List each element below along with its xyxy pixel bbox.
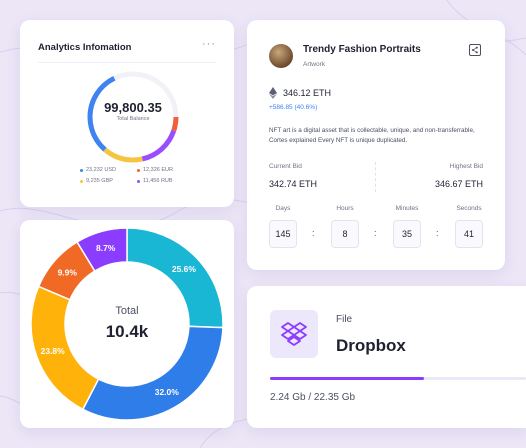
highest-bid-label: Highest Bid [449,163,483,170]
donut-slice-1[interactable] [81,325,224,421]
legend-item-eur: 12,326 EUR [137,167,173,173]
legend-label: 12,326 EUR [143,167,173,173]
ring-segment-red [87,71,179,163]
avatar[interactable] [269,44,293,68]
file-card: File Dropbox 2.24 Gb / 22.35 Gb [247,286,526,428]
timer-label-minutes: Minutes [395,205,419,212]
nft-subtitle: Artwork [303,61,326,68]
donut-slice-4[interactable] [76,227,128,273]
timer-colon: : [374,228,377,238]
timer-box-seconds: 41 [455,220,483,248]
nft-description: NFT art is a digital asset that is colle… [269,127,475,144]
donut-center-value: 10.4k [105,322,149,341]
nft-title[interactable]: Trendy Fashion Portraits [303,44,421,55]
legend-item-usd: 23,232 USD [80,167,116,173]
current-bid-label: Current Bid [269,163,302,170]
analytics-card: Analytics Infomation ··· 99,800.35 Total… [20,20,234,207]
donut-chart-card: 25.6% 32.0% 23.8% 9.9% 8.7% Total 10.4k [20,220,234,428]
donut-center-label: Total [115,305,139,317]
eth-change: +586.85 (40.6%) [269,104,318,111]
legend-item-rub: 11,456 RUB [137,178,173,184]
highest-bid-value: 346.67 ETH [434,179,483,189]
legend-dot [80,179,83,183]
balance-ring [87,71,179,163]
legend-label: 11,456 RUB [143,178,173,184]
more-dots-icon[interactable]: ··· [202,38,216,50]
total-balance-label: Total Balance [116,116,150,122]
total-balance-value: 99,800.35 [104,100,162,115]
donut-data-label-3: 9.9% [58,267,78,277]
legend-label: 23,232 USD [86,167,116,173]
ring-segment-yellow [87,71,179,163]
donut-chart: 25.6% 32.0% 23.8% 9.9% 8.7% [30,227,224,421]
donut-data-label-1: 32.0% [155,387,180,397]
file-label: File [336,314,353,325]
divider [38,62,216,63]
share-icon[interactable] [469,44,481,56]
donut-data-label-2: 23.8% [41,346,66,356]
timer-colon: : [436,228,439,238]
timer-box-minutes: 35 [393,220,421,248]
current-bid-value: 342.74 ETH [269,179,318,189]
eth-amount: 346.12 ETH [283,88,332,98]
storage-progress-track [270,377,526,380]
timer-label-seconds: Seconds [456,205,482,212]
storage-usage-text: 2.24 Gb / 22.35 Gb [270,392,356,403]
donut-data-label-4: 8.7% [96,243,116,253]
bid-divider [375,162,376,192]
nft-card: Trendy Fashion Portraits Artwork 346.12 … [247,20,505,270]
timer-box-hours: 8 [331,220,359,248]
storage-progress-fill [270,377,424,380]
dropbox-icon[interactable] [270,310,318,358]
donut-data-label-0: 25.6% [172,264,197,274]
timer-label-days: Days [275,205,291,212]
ethereum-icon [269,87,277,99]
analytics-title: Analytics Infomation [38,42,132,53]
legend-dot [137,168,140,172]
legend-dot [80,168,83,172]
timer-colon: : [312,228,315,238]
file-name[interactable]: Dropbox [336,336,406,355]
legend-item-gbp: 9,235 GBP [80,178,113,184]
legend-dot [137,179,140,183]
timer-label-hours: Hours [336,205,354,212]
legend-label: 9,235 GBP [86,178,113,184]
ring-segment-blue [87,71,179,163]
timer-box-days: 145 [269,220,297,248]
